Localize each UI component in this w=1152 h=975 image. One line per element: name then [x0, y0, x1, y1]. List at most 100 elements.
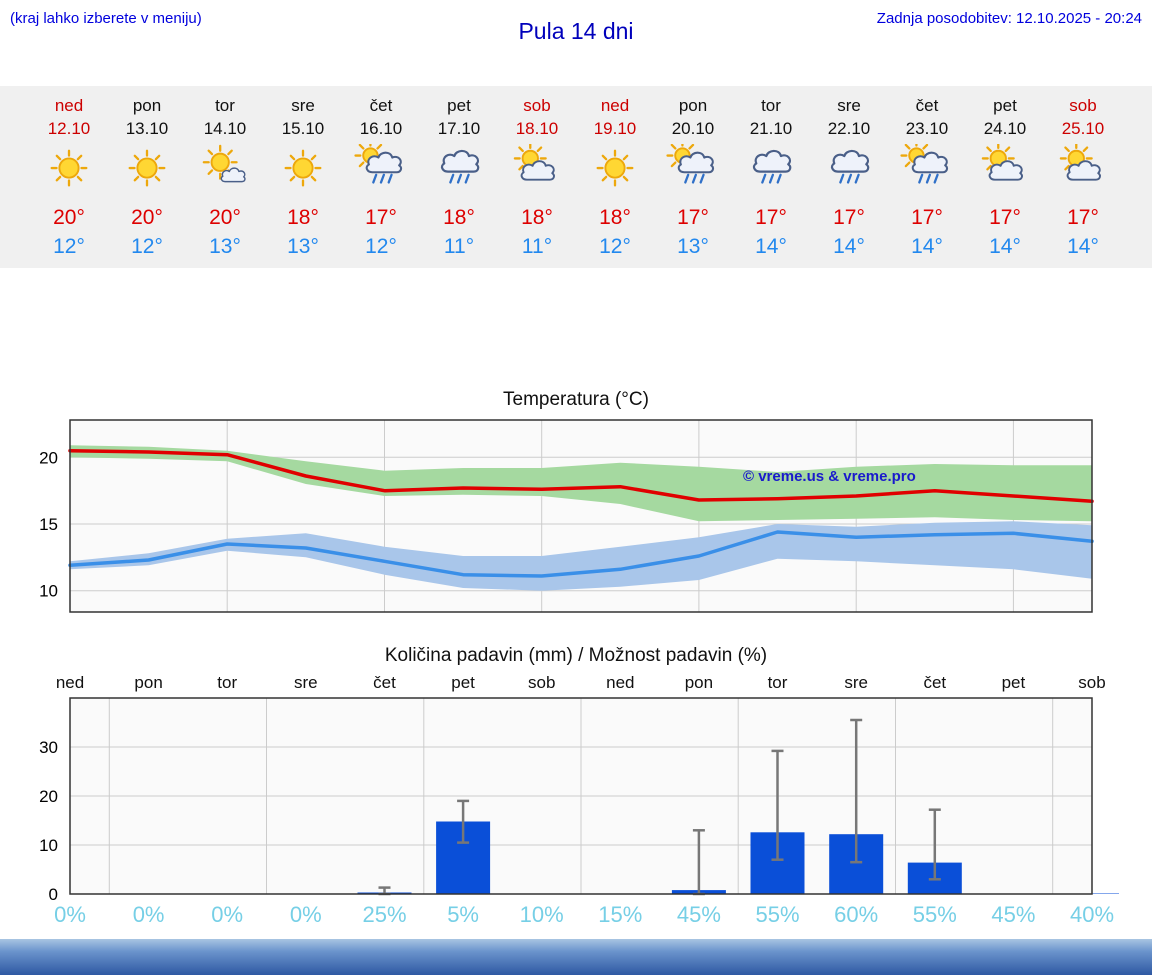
forecast-day-20.10[interactable]: pon 20.10 17° 13° — [654, 96, 732, 260]
day-date: 13.10 — [125, 119, 169, 138]
menu-hint-text: (kraj lahko izberete v meniju) — [10, 10, 202, 27]
low-temp: 14° — [1067, 235, 1099, 258]
precipitation-chart: ned pon tor sre čet pet sob ned pon tor sre čet pet s… — [0, 670, 1152, 932]
day-date: 12.10 — [47, 119, 91, 138]
precip-day-label: pon — [134, 673, 162, 692]
rain-icon-svg — [752, 149, 792, 184]
header: (kraj lahko izberete v meniju) Pula 14 d… — [0, 0, 1152, 86]
forecast-day-13.10[interactable]: pon 13.10 20° 12° — [108, 96, 186, 260]
high-temp: 20° — [209, 206, 241, 229]
sun-rain-icon-svg — [666, 139, 715, 184]
precip-day-label: sob — [1078, 673, 1105, 692]
day-date: 16.10 — [359, 119, 403, 138]
day-date: 15.10 — [281, 119, 325, 138]
high-temp: 18° — [521, 206, 553, 229]
precip-probability: 10% — [520, 902, 564, 927]
weather-icon-partly-cloudy — [966, 141, 1044, 198]
forecast-day-19.10[interactable]: ned 19.10 18° 12° — [576, 96, 654, 260]
day-date: 24.10 — [983, 119, 1027, 138]
forecast-day-25.10[interactable]: sob 25.10 17° 14° — [1044, 96, 1122, 260]
high-temp: 18° — [287, 206, 319, 229]
day-date: 21.10 — [749, 119, 793, 138]
footer-gradient-bar — [0, 939, 1152, 975]
rain-icon-svg — [440, 149, 480, 184]
min-temp-line — [68, 530, 1094, 578]
min-temp-range-band — [70, 521, 1092, 591]
sun-rain-icon-svg — [900, 139, 949, 184]
forecast-day-16.10[interactable]: čet 16.10 17° 12° — [342, 96, 420, 260]
weather-icon-rain — [420, 144, 498, 198]
day-date: 22.10 — [827, 119, 871, 138]
forecast-day-14.10[interactable]: tor 14.10 20° 13° — [186, 96, 264, 260]
sun-icon-svg — [284, 149, 322, 187]
low-temp: 14° — [911, 235, 943, 258]
temperature-chart: 10 15 20 © vreme.us & vreme.pro — [0, 414, 1152, 620]
high-temp: 17° — [365, 206, 397, 229]
forecast-day-18.10[interactable]: sob 18.10 18° 11° — [498, 96, 576, 260]
precipitation-chart-block: Količina padavin (mm) / Možnost padavin … — [0, 642, 1152, 932]
forecast-day-21.10[interactable]: tor 21.10 17° 14° — [732, 96, 810, 260]
day-name: pet — [993, 96, 1017, 115]
day-name: čet — [915, 96, 939, 115]
forecast-day-12.10[interactable]: ned 12.10 20° 12° — [30, 96, 108, 260]
sun-rain-icon-svg — [354, 139, 403, 184]
day-date: 23.10 — [905, 119, 949, 138]
high-temp: 18° — [599, 206, 631, 229]
partly-cloudy-icon-svg — [981, 141, 1023, 181]
forecast-day-24.10[interactable]: pet 24.10 17° 14° — [966, 96, 1044, 260]
day-date: 25.10 — [1061, 119, 1105, 138]
weather-icon-partly-cloudy — [498, 141, 576, 198]
day-name: pet — [447, 96, 471, 115]
sun-icon-svg — [128, 149, 166, 187]
precip-probability: 60% — [834, 902, 878, 927]
precip-y-tick: 20 — [39, 787, 58, 806]
precip-probability: 45% — [991, 902, 1035, 927]
precip-day-label: tor — [217, 673, 237, 692]
weather-icon-sun-rain — [654, 139, 732, 198]
precip-day-label: ned — [56, 673, 84, 692]
precip-probability: 25% — [362, 902, 406, 927]
day-name: ned — [600, 96, 630, 115]
weather-icon-sun — [108, 144, 186, 198]
precip-day-label: čet — [373, 673, 396, 692]
low-temp: 12° — [53, 235, 85, 258]
weather-icon-sun-rain — [888, 139, 966, 198]
low-temp: 11° — [443, 235, 475, 258]
weather-icon-sun — [30, 144, 108, 198]
high-temp: 17° — [1067, 206, 1099, 229]
precip-probability: 15% — [598, 902, 642, 927]
low-temp: 11° — [521, 235, 553, 258]
day-name: sob — [523, 96, 551, 115]
day-name: tor — [215, 96, 235, 115]
high-temp: 20° — [131, 206, 163, 229]
forecast-day-22.10[interactable]: sre 22.10 17° 14° — [810, 96, 888, 260]
forecast-day-15.10[interactable]: sre 15.10 18° 13° — [264, 96, 342, 260]
precip-day-label: ned — [606, 673, 634, 692]
high-temp: 17° — [677, 206, 709, 229]
temperature-chart-title: Temperatura (°C) — [503, 389, 649, 410]
precip-day-label: čet — [923, 673, 946, 692]
low-temp: 12° — [599, 235, 631, 258]
max-temp-range-band — [70, 445, 1092, 522]
day-date: 17.10 — [437, 119, 481, 138]
low-temp: 13° — [677, 235, 709, 258]
precip-probability: 0% — [54, 902, 86, 927]
sun-icon-svg — [50, 149, 88, 187]
sun-icon-svg — [596, 149, 634, 187]
day-name: sre — [837, 96, 861, 115]
partly-cloudy-icon-svg — [513, 141, 555, 181]
precipitation-chart-title: Količina padavin (mm) / Možnost padavin … — [384, 645, 768, 666]
low-temp: 13° — [287, 235, 319, 258]
high-temp: 20° — [53, 206, 85, 229]
day-name: sob — [1069, 96, 1097, 115]
precip-day-label: pet — [1002, 673, 1026, 692]
temperature-chart-svg: 10 15 20 © vreme.us & vreme.pro — [39, 419, 1094, 613]
day-name: čet — [369, 96, 393, 115]
rain-icon-svg — [830, 149, 870, 184]
day-date: 14.10 — [203, 119, 247, 138]
precip-probability: 40% — [1070, 902, 1114, 927]
day-date: 19.10 — [593, 119, 637, 138]
low-temp: 14° — [755, 235, 787, 258]
forecast-day-23.10[interactable]: čet 23.10 17° 14° — [888, 96, 966, 260]
forecast-day-17.10[interactable]: pet 17.10 18° 11° — [420, 96, 498, 260]
